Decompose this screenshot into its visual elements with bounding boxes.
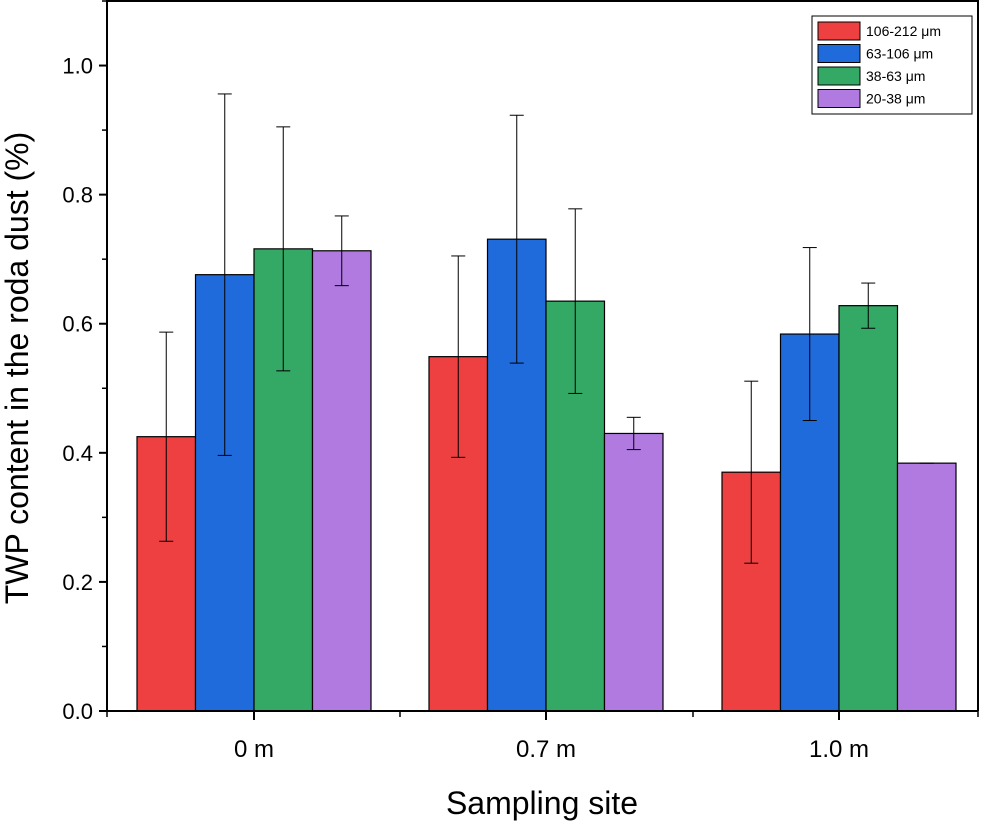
legend-label: 20-38 μm — [866, 91, 925, 107]
legend-label: 106-212 μm — [866, 23, 941, 39]
x-tick-label: 1.0 m — [809, 736, 869, 763]
legend-swatch — [817, 66, 861, 86]
x-tick-label: 0 m — [234, 736, 274, 763]
bar — [603, 432, 664, 712]
bars-layer — [136, 238, 957, 712]
axes — [106, 0, 979, 712]
y-tick-label: 0.6 — [62, 312, 93, 337]
y-tick-label: 0.0 — [62, 699, 93, 724]
y-tick-label: 1.0 — [62, 54, 93, 79]
legend-label: 38-63 μm — [866, 68, 925, 84]
legend-swatch — [817, 89, 861, 108]
y-axis-title: TWP content in the roda dust (%) — [0, 132, 35, 605]
x-axis-title: Sampling site — [446, 785, 638, 821]
bar — [838, 305, 899, 712]
error-bars-layer — [159, 93, 934, 564]
bar — [896, 462, 957, 712]
y-tick-label: 0.2 — [62, 570, 93, 595]
legend-label: 63-106 μm — [866, 46, 933, 62]
y-ticks: 0.0 0.2 0.4 0.6 0.8 1.0 — [62, 0, 107, 724]
x-tick-label: 0.7 m — [516, 736, 576, 763]
legend-swatch — [817, 21, 861, 41]
legend-swatch — [817, 44, 861, 63]
x-ticks: 0 m 0.7 m 1.0 m — [106, 711, 979, 763]
legend: 106-212 μm 63-106 μm 38-63 μm 20-38 μm — [811, 15, 973, 115]
bar — [311, 250, 372, 712]
y-tick-label: 0.8 — [62, 183, 93, 208]
y-tick-label: 0.4 — [62, 441, 93, 466]
